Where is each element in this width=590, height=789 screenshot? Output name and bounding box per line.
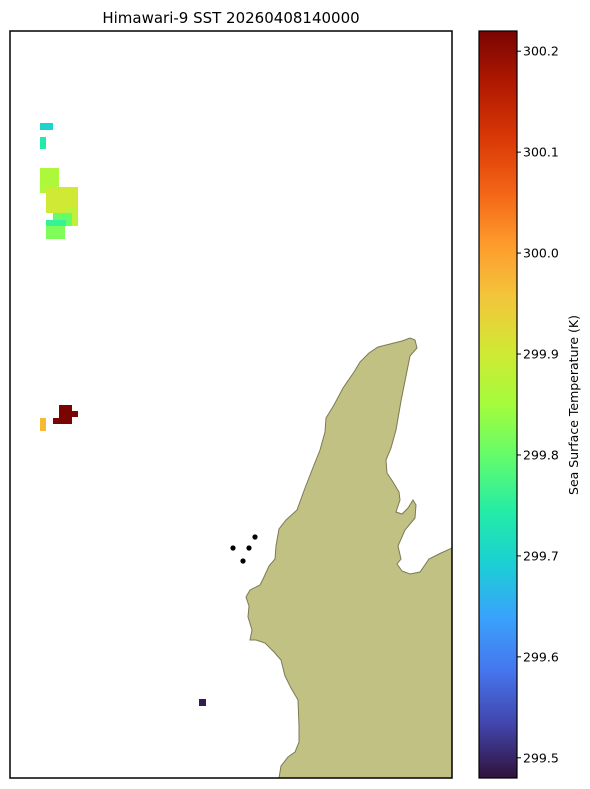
colorbar-tick-label: 299.7 bbox=[523, 548, 559, 563]
sst-pixel bbox=[46, 226, 65, 239]
sst-layer bbox=[40, 123, 206, 706]
colorbar-frame bbox=[478, 30, 518, 779]
sst-pixel bbox=[40, 137, 46, 149]
station-dot bbox=[252, 534, 258, 540]
colorbar-label: Sea Surface Temperature (K) bbox=[566, 315, 581, 495]
colorbar-tick-label: 300.1 bbox=[523, 145, 559, 160]
sst-pixel bbox=[53, 405, 78, 424]
land-mass bbox=[245, 337, 452, 778]
colorbar-tick-label: 299.5 bbox=[523, 750, 559, 765]
colorbar-tick-label: 300.2 bbox=[523, 44, 559, 59]
sst-pixel bbox=[199, 699, 206, 706]
sst-pixel bbox=[40, 418, 46, 431]
map-frame bbox=[9, 30, 453, 779]
colorbar-ticks: 299.5 299.6 299.7 299.8 299.9 300.0 300.1 300.2 bbox=[517, 44, 559, 765]
colorbar-tick-label: 300.0 bbox=[523, 246, 559, 261]
sst-pixel bbox=[40, 123, 53, 130]
map-title: Himawari-9 SST 20260408140000 bbox=[102, 9, 359, 27]
station-dot bbox=[240, 558, 246, 564]
sst-pixel bbox=[46, 220, 66, 226]
station-dot bbox=[230, 545, 236, 551]
colorbar-tick-label: 299.9 bbox=[523, 347, 559, 362]
station-layer bbox=[230, 534, 258, 564]
sst-pixel bbox=[40, 168, 59, 193]
station-dot bbox=[246, 545, 252, 551]
map-panel[interactable] bbox=[9, 30, 453, 779]
colorbar: 299.5 299.6 299.7 299.8 299.9 300.0 300.1 300.2… bbox=[478, 30, 581, 779]
colorbar-tick-label: 299.8 bbox=[523, 447, 559, 462]
colorbar-gradient bbox=[479, 31, 517, 778]
colorbar-tick-label: 299.6 bbox=[523, 649, 559, 664]
